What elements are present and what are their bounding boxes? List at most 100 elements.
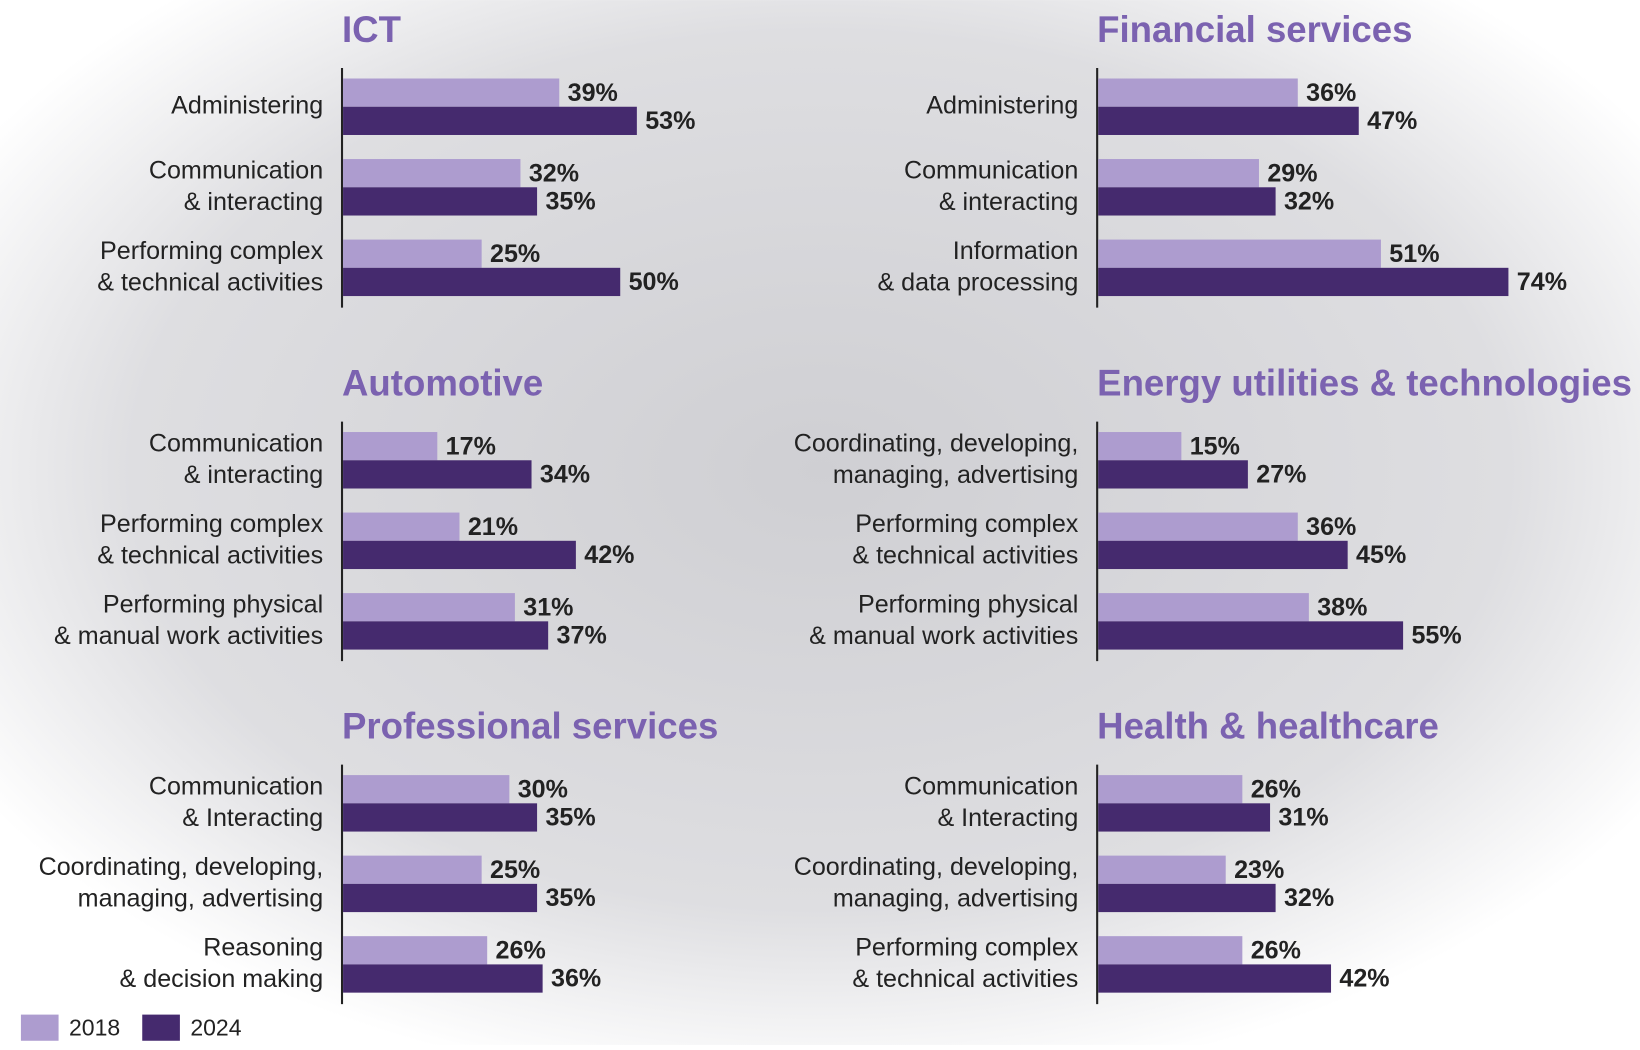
- value-label: 35%: [545, 188, 595, 216]
- bar: [343, 460, 532, 489]
- value-label: 50%: [629, 268, 679, 296]
- bar: [1098, 540, 1348, 570]
- bar: [1098, 621, 1404, 650]
- value-label: 17%: [446, 432, 496, 460]
- bar: [1098, 187, 1276, 216]
- bar: [343, 883, 538, 913]
- category-label: Performing physical & manual work activit…: [54, 590, 323, 649]
- value-label: 36%: [1306, 513, 1356, 541]
- value-label: 26%: [1251, 775, 1301, 803]
- bar: [343, 540, 576, 570]
- bar: [1098, 964, 1332, 993]
- value-label: 32%: [1284, 188, 1334, 216]
- bar: [1098, 460, 1248, 489]
- value-label: 29%: [1267, 159, 1317, 187]
- bar: [343, 106, 637, 135]
- category-label: Performing complex & technical activities: [852, 510, 1078, 569]
- bar: [1098, 159, 1259, 188]
- value-label: 38%: [1317, 593, 1367, 621]
- bar: [1098, 432, 1182, 461]
- bar: [343, 593, 515, 622]
- legend-swatch: [20, 1014, 59, 1041]
- category-label: Communication & Interacting: [904, 772, 1078, 831]
- bar: [343, 936, 488, 965]
- category-label: Reasoning & decision making: [120, 933, 324, 992]
- category-label: Communication & interacting: [149, 429, 323, 488]
- value-label: 31%: [1278, 804, 1328, 832]
- legend-swatch: [142, 1014, 180, 1041]
- value-label: 34%: [540, 461, 590, 489]
- value-label: 51%: [1389, 240, 1439, 268]
- category-label: Coordinating, developing, managing, adver…: [794, 429, 1079, 488]
- value-label: 45%: [1356, 541, 1406, 569]
- bar: [343, 512, 460, 541]
- value-label: 21%: [468, 513, 518, 541]
- category-label: Coordinating, developing, managing, adver…: [39, 853, 324, 912]
- bar: [343, 775, 510, 804]
- value-label: 47%: [1367, 107, 1417, 135]
- value-label: 37%: [557, 622, 607, 650]
- value-label: 26%: [496, 936, 546, 964]
- value-label: 35%: [545, 804, 595, 832]
- bar: [1098, 936, 1243, 965]
- chart-title: Professional services: [342, 706, 718, 747]
- category-label: Administering: [926, 91, 1078, 119]
- value-label: 27%: [1256, 461, 1306, 489]
- bar: [343, 803, 538, 832]
- value-label: 32%: [529, 159, 579, 187]
- value-label: 55%: [1411, 622, 1461, 650]
- bar: [343, 621, 549, 650]
- category-label: Coordinating, developing, managing, adver…: [794, 853, 1079, 912]
- value-label: 30%: [518, 775, 568, 803]
- bar: [343, 432, 438, 461]
- value-label: 74%: [1517, 268, 1567, 296]
- value-label: 53%: [645, 107, 695, 135]
- value-label: 42%: [584, 541, 634, 569]
- bar: [1098, 593, 1309, 622]
- bar: [1098, 803, 1271, 832]
- chart-title: ICT: [342, 9, 401, 50]
- chart-title: Health & healthcare: [1097, 706, 1439, 747]
- bar: [1098, 78, 1298, 107]
- value-label: 26%: [1251, 936, 1301, 964]
- category-label: Information & data processing: [877, 237, 1078, 296]
- legend-label: 2024: [190, 1014, 241, 1040]
- category-label: Performing complex & technical activities: [852, 933, 1078, 992]
- category-label: Communication & interacting: [904, 156, 1078, 215]
- bar: [343, 855, 482, 884]
- value-label: 39%: [568, 79, 618, 107]
- value-label: 32%: [1284, 884, 1334, 912]
- category-label: Performing physical & manual work activit…: [809, 590, 1078, 649]
- chart-title: Financial services: [1097, 9, 1412, 50]
- value-label: 36%: [551, 965, 601, 993]
- chart-title: Automotive: [342, 363, 543, 404]
- value-label: 31%: [523, 593, 573, 621]
- value-label: 25%: [490, 240, 540, 268]
- bar: [1098, 106, 1359, 135]
- value-label: 36%: [1306, 79, 1356, 107]
- bar: [343, 187, 538, 216]
- category-label: Communication & interacting: [149, 156, 323, 215]
- value-label: 42%: [1339, 965, 1389, 993]
- bar: [1098, 775, 1243, 804]
- category-label: Administering: [171, 91, 323, 119]
- bar: [1098, 855, 1226, 884]
- bar: [1098, 239, 1381, 268]
- value-label: 15%: [1190, 432, 1240, 460]
- category-label: Performing complex & technical activities: [97, 510, 323, 569]
- category-label: Communication & Interacting: [149, 772, 323, 831]
- value-label: 25%: [490, 856, 540, 884]
- legend-label: 2018: [69, 1014, 120, 1040]
- chart-title: Energy utilities & technologies: [1097, 363, 1632, 404]
- bar: [1098, 512, 1298, 541]
- category-label: Performing complex & technical activities: [97, 237, 323, 296]
- bar: [1098, 883, 1276, 913]
- value-label: 23%: [1234, 856, 1284, 884]
- bar: [343, 964, 543, 993]
- value-label: 35%: [545, 884, 595, 912]
- bar: [343, 239, 482, 268]
- bar: [343, 78, 560, 107]
- bar: [1098, 267, 1509, 297]
